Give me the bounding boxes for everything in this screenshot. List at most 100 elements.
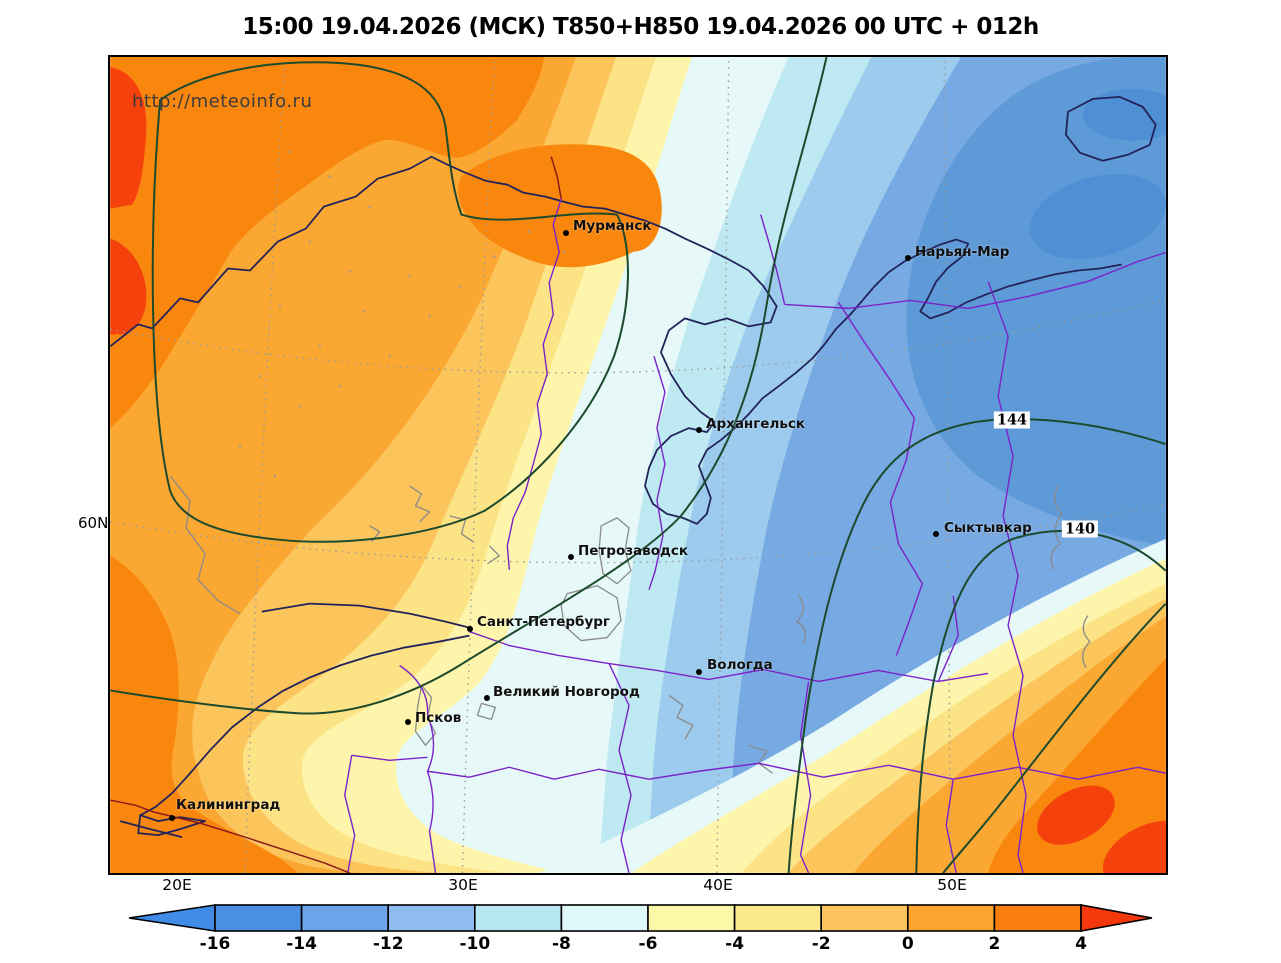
city-label: Архангельск (706, 416, 806, 432)
h850-trough-contour (110, 57, 828, 715)
city-label: Сыктывкар (944, 520, 1032, 536)
colorbar-segment (906, 904, 996, 932)
temp-band-red-left1 (110, 66, 147, 209)
meridian-20e (244, 57, 286, 873)
border-kaliningrad-lithuania (110, 799, 350, 873)
watermark-link[interactable]: http://meteoinfo.ru (132, 91, 313, 112)
h850-contour-144 (787, 417, 1166, 873)
lon-tick-label: 30E (448, 876, 478, 894)
city-dot (568, 554, 574, 560)
page-title: 15:00 19.04.2026 (МСК) Т850+Н850 19.04.2… (242, 14, 1039, 40)
colorbar-segment (733, 904, 822, 932)
border-finland-russia (506, 198, 562, 570)
parallel-60n (110, 503, 1166, 564)
meridian-40e (716, 57, 730, 873)
colorbar-segment (647, 904, 736, 932)
city-label: Псков (415, 710, 462, 726)
colorbar-tick-label: -2 (811, 934, 831, 954)
colorbar-segment (214, 904, 303, 932)
sweden-coast (169, 475, 241, 615)
border-layer (344, 198, 1166, 873)
colorbar-tick-label: -4 (725, 934, 745, 954)
finland-lakes1 (409, 485, 431, 523)
lake-chudskoe (414, 684, 437, 746)
colorbar-segment (387, 904, 476, 932)
h850-closed-low-contour (151, 61, 629, 543)
city-label: Вологда (707, 657, 773, 673)
map-svg (110, 57, 1166, 873)
temp-wedge-dark-orange (988, 658, 1166, 873)
temp-wedge-red1 (1037, 785, 1115, 845)
city-dot (484, 695, 490, 701)
lake-layer (169, 475, 1091, 774)
colorbar-tick-label: -8 (551, 934, 571, 954)
lat-tick-label: 60N (78, 514, 109, 532)
city-label: Мурманск (573, 218, 652, 234)
border-norway-russia (550, 156, 562, 199)
gulf-of-finland-south-baltic (139, 634, 470, 816)
temp-patch-deepest-blue2 (1082, 88, 1166, 141)
colorbar-segment (820, 904, 909, 932)
terrain-speckles (238, 150, 566, 478)
gulf-of-finland-north-shore (261, 602, 470, 629)
colorbar-tick-label: 2 (988, 934, 1001, 954)
colorbar (128, 904, 1153, 932)
temp-patch-deepest-blue (1029, 174, 1166, 260)
lon-tick-label: 50E (937, 876, 967, 894)
city-label: Петрозаводск (578, 543, 689, 559)
coastline-layer (110, 96, 1157, 838)
temp-band-red-left2 (110, 238, 147, 335)
city-label: Санкт-Петербург (477, 614, 610, 630)
border-vologda-west (608, 663, 632, 873)
city-dot (933, 531, 939, 537)
colorbar-segment (473, 904, 563, 932)
volga-reservoirs (748, 595, 807, 774)
map-canvas[interactable]: http://meteoinfo.ru Мурманск Нарьян-Мар Ар… (108, 55, 1168, 875)
temp-band-orange (110, 57, 577, 873)
lake-ladoga (560, 585, 622, 642)
city-dot (563, 230, 569, 236)
city-label: Нарьян-Мар (915, 244, 1010, 260)
colorbar-tick-label: 4 (1075, 934, 1087, 954)
state-border-layer (110, 156, 562, 873)
meridian-30e (461, 57, 496, 873)
city-label: Великий Новгород (493, 684, 640, 700)
lake-onega (598, 517, 632, 585)
rybinsk-reservoir (668, 694, 694, 740)
kaliningrad-coast (120, 814, 206, 838)
border-baltics-russia (399, 664, 437, 873)
colorbar-tick-label: -16 (199, 934, 231, 954)
kolguyev-island (1065, 96, 1157, 162)
finland-lakes2 (449, 515, 474, 543)
colorbar-segment (300, 904, 390, 932)
city-dot (405, 719, 411, 725)
parallel-65n (110, 298, 1166, 374)
border-vologda-east (799, 681, 812, 873)
colorbar-segment (993, 904, 1082, 932)
city-dot (169, 815, 175, 821)
colorbar-left-arrow (128, 904, 216, 932)
temperature-band-layer (110, 57, 1166, 873)
lon-tick-label: 40E (703, 876, 733, 894)
border-estonia-latvia (344, 754, 428, 873)
contour-value-label: 140 (1061, 520, 1099, 538)
city-dot (905, 255, 911, 261)
temp-band-dark-orange-left (110, 555, 298, 873)
colorbar-tick-label: -14 (286, 934, 317, 954)
lon-tick-label: 20E (162, 876, 192, 894)
colorbar-segment (560, 904, 649, 932)
colorbar-tick-label: -10 (459, 934, 491, 954)
border-arkhangelsk-komi (837, 302, 924, 656)
colorbar-tick-label: 0 (901, 934, 914, 954)
border-novgorod-belt (427, 766, 699, 780)
komi-rivers (1050, 485, 1091, 668)
city-dot (467, 626, 473, 632)
temp-wedge-red2 (1102, 820, 1166, 873)
scandinavia-kola-coast (110, 155, 1122, 525)
temp-band-dark-orange-murmansk (458, 144, 662, 268)
lake-ilmen (476, 702, 496, 721)
city-dot (696, 427, 702, 433)
colorbar-right-arrow (1080, 904, 1153, 932)
finland-lakes3 (487, 545, 500, 565)
h850-contour-136 (942, 602, 1166, 873)
